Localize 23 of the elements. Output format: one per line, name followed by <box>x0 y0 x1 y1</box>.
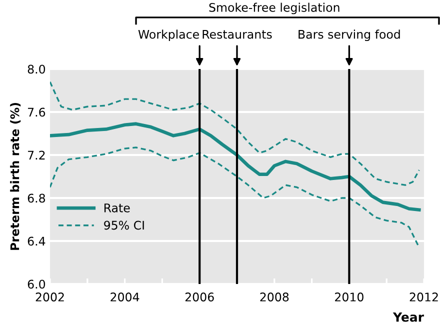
legend-label: 95% CI <box>104 220 144 230</box>
x-tick-label: 2012 <box>410 292 438 302</box>
line-series <box>50 146 420 248</box>
x-axis-title: Year <box>392 312 424 322</box>
y-tick-label: 7.6 <box>28 108 46 117</box>
x-tick-label: 2008 <box>260 292 289 302</box>
x-tick-label: 2006 <box>185 292 214 302</box>
y-tick-label: 6.4 <box>28 236 46 246</box>
legend-label: Rate <box>104 204 130 212</box>
ref-line-label: Workplace <box>138 30 199 42</box>
y-tick-label: 6.8 <box>28 194 46 203</box>
line-series <box>50 81 420 186</box>
text: Smoke-free legislation <box>209 2 340 14</box>
y-axis-title: Preterm birth rate (%) <box>10 103 21 250</box>
x-tick-label: 2010 <box>335 292 364 302</box>
line-series <box>50 122 421 212</box>
y-tick-label: 7.2 <box>28 150 45 160</box>
x-tick-label: 2004 <box>110 292 140 302</box>
ref-line-label: Bars serving food <box>298 30 400 42</box>
y-tick-label: 8.0 <box>28 64 46 74</box>
ref-line-label: Restaurants <box>202 30 272 39</box>
y-tick-label: 6.0 <box>28 280 46 289</box>
x-tick-label: 2002 <box>36 292 64 302</box>
